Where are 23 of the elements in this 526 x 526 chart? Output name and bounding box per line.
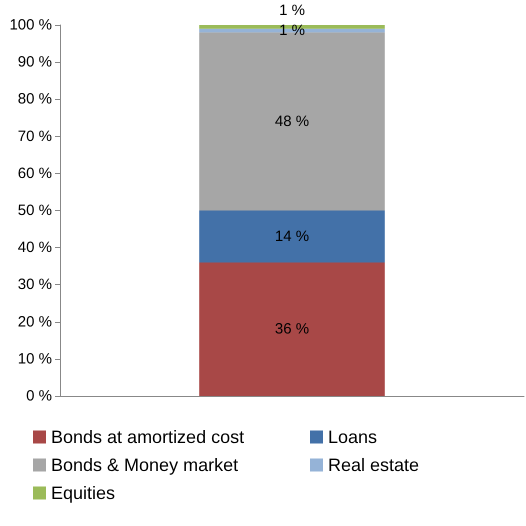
y-tick-label: 50 % <box>18 202 52 219</box>
bar <box>199 262 385 396</box>
y-tick-label: 90 % <box>18 54 52 71</box>
legend-label: Real estate <box>328 455 420 475</box>
y-tick-label: 0 % <box>26 388 52 404</box>
y-tick-label: 60 % <box>18 164 52 182</box>
legend-label: Bonds & Money market <box>51 455 238 475</box>
y-tick-label: 70 % <box>18 128 52 145</box>
y-tick-label: 30 % <box>18 276 52 294</box>
data-label: 1 % <box>279 22 305 40</box>
y-tick-label: 10 % <box>18 350 52 368</box>
legend-label: Equities <box>51 483 116 503</box>
y-tick-label: 80 % <box>18 90 52 108</box>
bar <box>199 210 385 262</box>
data-label: 14 % <box>274 228 310 245</box>
y-tick-label: 40 % <box>18 239 52 256</box>
data-label: 36 % <box>274 320 310 338</box>
y-tick-label: 100 % <box>9 16 52 34</box>
data-label: 1 % <box>279 2 305 19</box>
legend-label: Bonds at amortized cost <box>51 427 244 447</box>
y-tick-label: 20 % <box>18 313 52 330</box>
legend-label: Loans <box>328 427 378 447</box>
data-label: 48 % <box>274 112 310 130</box>
